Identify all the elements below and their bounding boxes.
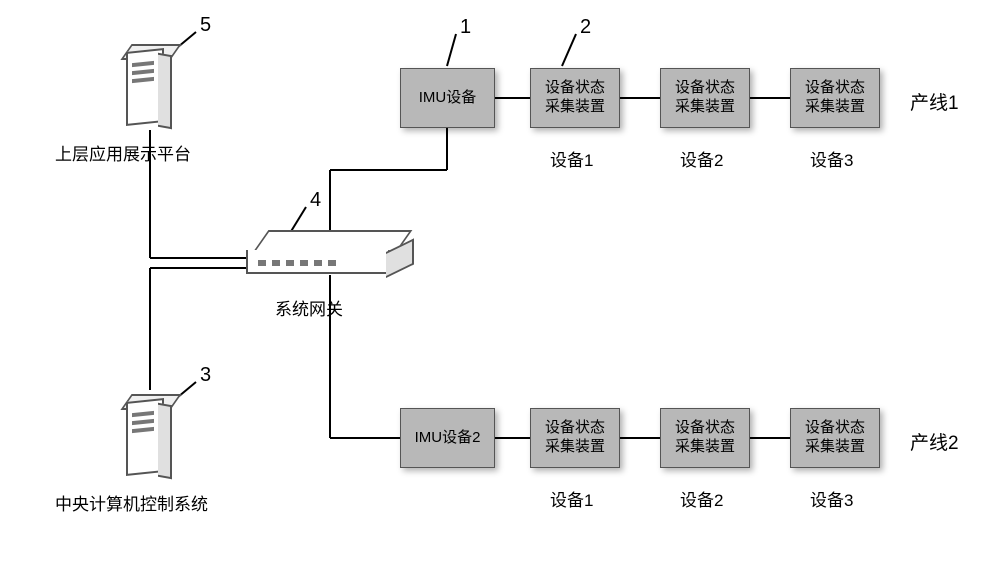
line2-collector-3: 设备状态采集装置 xyxy=(790,408,880,468)
line2-dev3-label: 设备3 xyxy=(810,486,853,511)
ref-3: 3 xyxy=(200,364,211,387)
collector-text: 设备状态采集装置 xyxy=(805,79,865,117)
diagram-root: { "canvas": { "width": 1000, "height": 5… xyxy=(0,0,1000,585)
collector-text: 设备状态采集装置 xyxy=(675,79,735,117)
imu2-text: IMU设备2 xyxy=(415,429,481,448)
platform-label: 上层应用展示平台 xyxy=(55,140,191,165)
collector-text: 设备状态采集装置 xyxy=(545,419,605,457)
imu2-node: IMU设备2 xyxy=(400,408,495,468)
ref-5: 5 xyxy=(200,14,211,37)
gateway-label: 系统网关 xyxy=(275,295,343,320)
line1-dev3-label: 设备3 xyxy=(810,146,853,171)
gateway-icon xyxy=(240,230,410,290)
line2-label: 产线2 xyxy=(910,428,959,455)
line1-collector-3: 设备状态采集装置 xyxy=(790,68,880,128)
ref-1: 1 xyxy=(460,16,471,39)
line1-collector-1: 设备状态采集装置 xyxy=(530,68,620,128)
collector-text: 设备状态采集装置 xyxy=(675,419,735,457)
line1-dev1-label: 设备1 xyxy=(550,146,593,171)
line1-collector-2: 设备状态采集装置 xyxy=(660,68,750,128)
central-label: 中央计算机控制系统 xyxy=(55,490,208,515)
server-central-icon xyxy=(120,390,180,480)
line2-collector-1: 设备状态采集装置 xyxy=(530,408,620,468)
server-platform-icon xyxy=(120,40,180,130)
line2-dev2-label: 设备2 xyxy=(680,486,723,511)
line2-collector-2: 设备状态采集装置 xyxy=(660,408,750,468)
line1-label: 产线1 xyxy=(910,88,959,115)
imu1-text: IMU设备 xyxy=(419,89,477,108)
collector-text: 设备状态采集装置 xyxy=(545,79,605,117)
line1-dev2-label: 设备2 xyxy=(680,146,723,171)
imu1-node: IMU设备 xyxy=(400,68,495,128)
ref-4: 4 xyxy=(310,189,321,212)
ref-2: 2 xyxy=(580,16,591,39)
collector-text: 设备状态采集装置 xyxy=(805,419,865,457)
line2-dev1-label: 设备1 xyxy=(550,486,593,511)
